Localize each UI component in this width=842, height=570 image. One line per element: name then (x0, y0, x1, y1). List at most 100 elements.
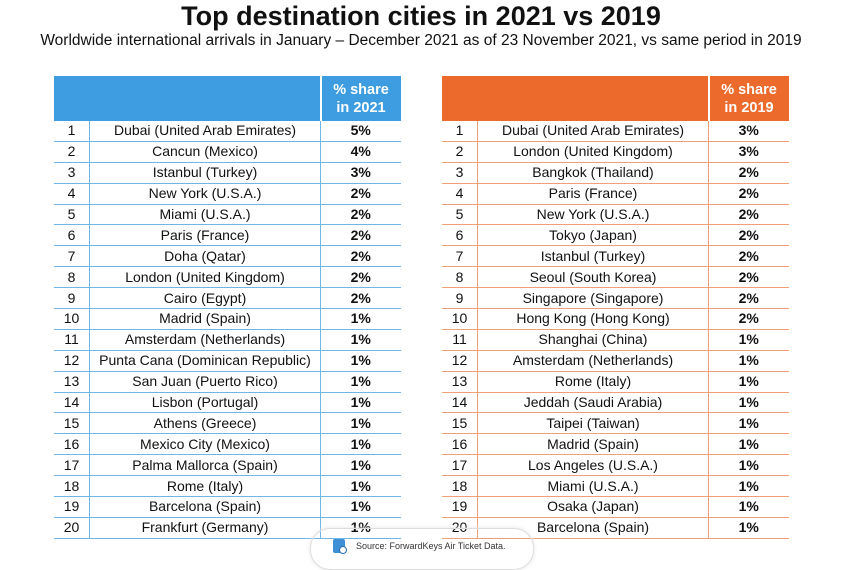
cell-share: 2% (320, 266, 401, 289)
cell-rank: 4 (442, 183, 478, 205)
table-row: 15 Taipei (Taiwan) 1% (442, 412, 789, 435)
table-row: 14 Lisbon (Portugal) 1% (54, 392, 401, 414)
cell-share: 5% (320, 121, 401, 142)
page-title: Top destination cities in 2021 vs 2019 (181, 1, 661, 31)
cell-rank: 13 (442, 371, 478, 393)
cell-city: Jeddah (Saudi Arabia) (477, 392, 709, 414)
cell-share: 4% (320, 141, 401, 163)
cell-city: London (United Kingdom) (89, 266, 321, 289)
cell-rank: 12 (54, 350, 90, 372)
cell-city: Osaka (Japan) (477, 496, 709, 518)
cell-share: 1% (708, 412, 789, 435)
table-row: 19 Osaka (Japan) 1% (442, 496, 789, 518)
table-row: 11 Amsterdam (Netherlands) 1% (54, 329, 401, 351)
cell-city: Amsterdam (Netherlands) (477, 350, 709, 372)
cell-city: Doha (Qatar) (89, 245, 321, 268)
cell-city: Punta Cana (Dominican Republic) (89, 350, 321, 372)
cell-city: New York (U.S.A.) (477, 204, 709, 226)
cell-city: Paris (France) (477, 183, 709, 205)
cell-share: 1% (708, 433, 789, 456)
cell-share: 1% (320, 433, 401, 456)
table-row: 11 Shanghai (China) 1% (442, 329, 789, 351)
cell-city: Dubai (United Arab Emirates) (89, 121, 321, 142)
cell-rank: 14 (442, 392, 478, 414)
cell-rank: 18 (442, 475, 478, 498)
table-row: 4 Paris (France) 2% (442, 183, 789, 205)
cell-rank: 16 (54, 433, 90, 456)
cell-city: Barcelona (Spain) (477, 517, 709, 539)
table-row: 18 Rome (Italy) 1% (54, 475, 401, 498)
table-row: 1 Dubai (United Arab Emirates) 3% (442, 121, 789, 142)
header-share: % share in 2021 (319, 76, 401, 121)
table-header: % share in 2019 (442, 76, 789, 121)
table-row: 17 Palma Mallorca (Spain) 1% (54, 454, 401, 477)
table-row: 2 London (United Kingdom) 3% (442, 141, 789, 163)
cell-rank: 5 (442, 204, 478, 226)
cell-share: 2% (320, 183, 401, 205)
cell-city: Tokyo (Japan) (477, 224, 709, 247)
cell-rank: 3 (442, 162, 478, 184)
cell-rank: 2 (54, 141, 90, 163)
cell-share: 2% (708, 224, 789, 247)
cell-city: Rome (Italy) (477, 371, 709, 393)
table-row: 9 Cairo (Egypt) 2% (54, 287, 401, 310)
cell-share: 3% (708, 141, 789, 163)
cell-city: Madrid (Spain) (89, 308, 321, 330)
cell-city: Rome (Italy) (89, 475, 321, 498)
cell-rank: 6 (442, 224, 478, 247)
cell-city: Miami (U.S.A.) (89, 204, 321, 226)
table-row: 13 Rome (Italy) 1% (442, 371, 789, 393)
header-share: % share in 2019 (707, 76, 789, 121)
cell-share: 1% (708, 371, 789, 393)
cell-rank: 5 (54, 204, 90, 226)
cell-city: Singapore (Singapore) (477, 287, 709, 310)
cell-city: New York (U.S.A.) (89, 183, 321, 205)
cell-share: 1% (320, 308, 401, 330)
cell-rank: 18 (54, 475, 90, 498)
cell-city: Dubai (United Arab Emirates) (477, 121, 709, 142)
cell-share: 2% (708, 245, 789, 268)
table-row: 13 San Juan (Puerto Rico) 1% (54, 371, 401, 393)
cell-city: Amsterdam (Netherlands) (89, 329, 321, 351)
source-text: Source: ForwardKeys Air Ticket Data. (356, 541, 506, 551)
table-row: 5 New York (U.S.A.) 2% (442, 204, 789, 226)
cell-city: Madrid (Spain) (477, 433, 709, 456)
cell-city: Mexico City (Mexico) (89, 433, 321, 456)
table-row: 5 Miami (U.S.A.) 2% (54, 204, 401, 226)
cell-city: Palma Mallorca (Spain) (89, 454, 321, 477)
cell-city: Frankfurt (Germany) (89, 517, 321, 539)
header-rank (54, 76, 90, 121)
cell-rank: 13 (54, 371, 90, 393)
page-subtitle: Worldwide international arrivals in Janu… (40, 32, 802, 49)
table-2021: % share in 2021 1 Dubai (United Arab Emira… (54, 76, 401, 539)
table-row: 9 Singapore (Singapore) 2% (442, 287, 789, 310)
cell-share: 2% (708, 204, 789, 226)
cell-rank: 20 (54, 517, 90, 539)
cell-rank: 17 (54, 454, 90, 477)
cell-rank: 19 (54, 496, 90, 518)
cell-rank: 9 (442, 287, 478, 310)
cell-city: San Juan (Puerto Rico) (89, 371, 321, 393)
cell-rank: 14 (54, 392, 90, 414)
header-city (89, 76, 321, 121)
cell-rank: 11 (442, 329, 478, 351)
cell-share: 1% (320, 392, 401, 414)
cell-city: Paris (France) (89, 224, 321, 247)
table-row: 14 Jeddah (Saudi Arabia) 1% (442, 392, 789, 414)
cell-share: 1% (708, 517, 789, 539)
table-row: 1 Dubai (United Arab Emirates) 5% (54, 121, 401, 142)
table-row: 10 Madrid (Spain) 1% (54, 308, 401, 330)
source-note: Source: ForwardKeys Air Ticket Data. (310, 528, 534, 570)
cell-share: 2% (708, 183, 789, 205)
cell-city: Istanbul (Turkey) (477, 245, 709, 268)
cell-share: 1% (708, 454, 789, 477)
cell-share: 1% (708, 475, 789, 498)
table-row: 16 Mexico City (Mexico) 1% (54, 433, 401, 456)
cell-rank: 17 (442, 454, 478, 477)
table-row: 20 Barcelona (Spain) 1% (442, 517, 789, 539)
table-row: 19 Barcelona (Spain) 1% (54, 496, 401, 518)
table-row: 3 Bangkok (Thailand) 2% (442, 162, 789, 184)
cell-rank: 9 (54, 287, 90, 310)
cell-share: 3% (320, 162, 401, 184)
cell-city: Taipei (Taiwan) (477, 412, 709, 435)
